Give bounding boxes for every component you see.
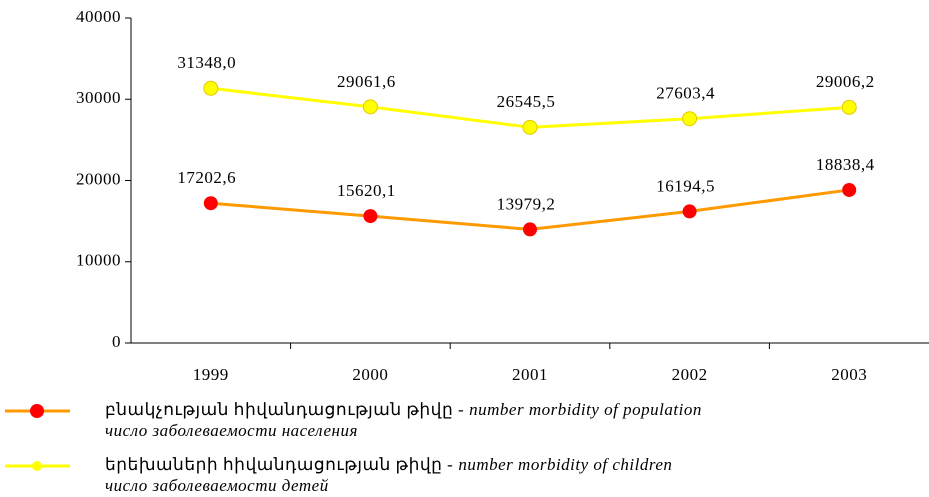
data-point	[682, 204, 697, 219]
x-tick-label: 2000	[352, 365, 388, 384]
x-tick-label: 1999	[193, 365, 229, 384]
legend-name: բնակչության հիվանդացության թիվը -	[105, 400, 464, 419]
data-label: 26545,5	[497, 92, 556, 111]
data-point	[203, 80, 219, 96]
legend-translation: number morbidity of children	[458, 455, 672, 474]
y-tick-label: 40000	[76, 7, 121, 26]
x-tick-label: 2003	[831, 365, 867, 384]
data-label: 29061,6	[337, 72, 396, 91]
y-tick-label: 30000	[76, 88, 121, 107]
y-tick-label: 10000	[76, 251, 121, 270]
data-label: 31348,0	[177, 53, 236, 72]
legend-marker	[32, 461, 42, 471]
data-point	[203, 196, 218, 211]
data-point	[522, 119, 538, 135]
data-label: 29006,2	[816, 72, 875, 91]
data-label: 17202,6	[177, 168, 236, 187]
data-point	[363, 209, 378, 224]
data-label: 13979,2	[497, 194, 556, 213]
data-label: 27603,4	[656, 84, 715, 103]
legend-russian: число заболеваемости населения	[105, 421, 358, 440]
y-tick-label: 20000	[76, 169, 121, 188]
data-point	[841, 99, 857, 115]
data-point	[362, 99, 378, 115]
y-tick-label: 0	[112, 332, 121, 351]
legend-label: երեխաների հիվանդացության թիվը - number mo…	[105, 455, 672, 474]
data-label: 15620,1	[337, 181, 396, 200]
data-label: 18838,4	[816, 155, 875, 174]
legend-translation: number morbidity of population	[469, 400, 702, 419]
data-point	[842, 182, 857, 197]
x-tick-label: 2001	[512, 365, 548, 384]
legend-label: բնակչության հիվանդացության թիվը - number …	[105, 400, 702, 419]
legend-marker	[30, 404, 44, 418]
legend-russian: число заболеваемости детей	[105, 476, 329, 495]
x-tick-label: 2002	[672, 365, 708, 384]
legend-name: երեխաների հիվանդացության թիվը -	[105, 455, 453, 474]
data-label: 16194,5	[656, 176, 715, 195]
data-point	[682, 111, 698, 127]
data-point	[523, 222, 537, 237]
